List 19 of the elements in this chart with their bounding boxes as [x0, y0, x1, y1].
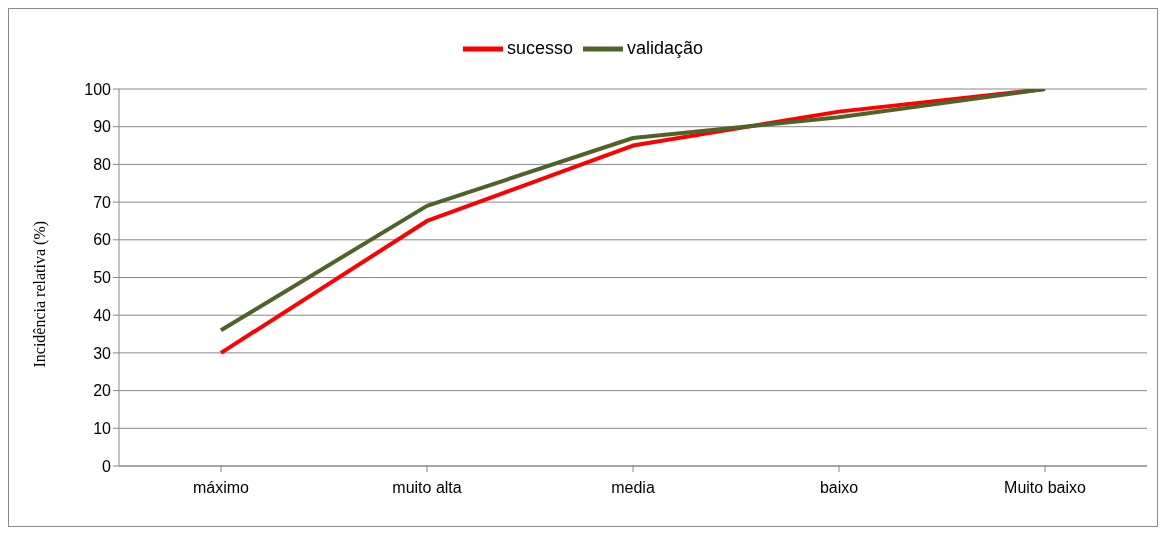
y-tick-label: 20: [93, 382, 112, 400]
y-tick-label: 100: [84, 80, 112, 98]
y-tick-label: 70: [93, 193, 112, 211]
x-tick-label: Muito baixo: [1004, 479, 1087, 497]
y-tick-label: 30: [93, 344, 112, 362]
y-tick-label: 60: [93, 231, 112, 249]
y-tick-label: 80: [93, 156, 112, 174]
y-tick-label: 90: [93, 118, 112, 136]
x-tick-label: máximo: [192, 479, 250, 497]
y-axis-title: Incidência relativa (%): [30, 220, 49, 368]
legend-label: validação: [626, 37, 704, 58]
y-tick-label: 40: [93, 306, 112, 324]
x-tick-label: media: [611, 479, 655, 497]
y-tick-label: 50: [93, 269, 112, 287]
legend-label: sucesso: [506, 37, 573, 58]
x-tick-label: baixo: [819, 479, 859, 497]
x-tick-label: muito alta: [392, 479, 462, 497]
y-tick-label: 10: [93, 419, 112, 437]
y-tick-label: 0: [102, 457, 112, 475]
